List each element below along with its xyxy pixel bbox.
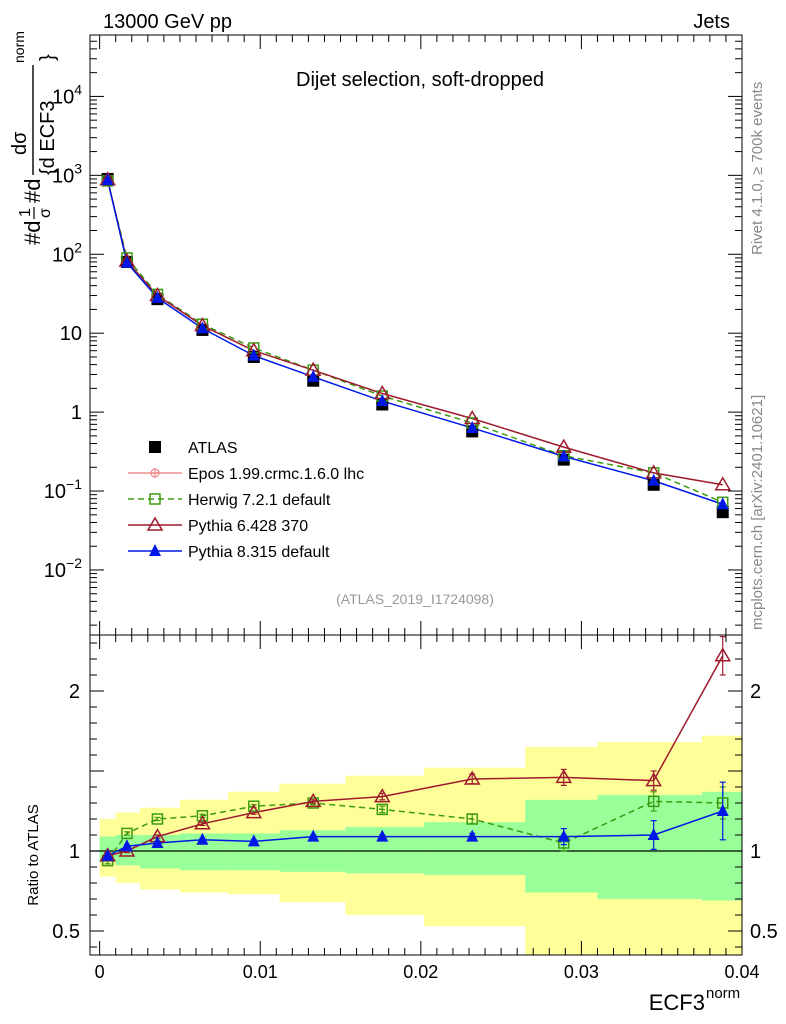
legend-label-pythia8: Pythia 8.315 default	[188, 544, 330, 561]
header-left: 13000 GeV pp	[103, 11, 232, 33]
point-pythia8	[151, 290, 164, 303]
ratio-point-pythia8	[307, 829, 320, 842]
band-green	[597, 795, 702, 899]
x-tick-label: 0	[95, 962, 105, 982]
chart-title: Dijet selection, soft-dropped	[296, 69, 544, 91]
ratio-point-pythia8	[466, 829, 479, 842]
point-pythia6	[714, 476, 732, 491]
ratio-y-tick-label-right: 0.5	[750, 921, 778, 943]
xlabel: ECF3	[649, 990, 705, 1015]
ratio-y-tick-label: 1	[69, 841, 80, 863]
mcplots-label: mcplots.cern.ch [arXiv:2401.10621]	[749, 395, 766, 630]
legend-marker-epos	[150, 468, 160, 478]
ratio-point-pythia6	[245, 804, 263, 819]
xlabel-sup: norm	[706, 985, 740, 1002]
ylabel-sigma: σ	[37, 208, 54, 218]
main-markers	[99, 171, 732, 519]
legend-marker-pythia8	[149, 544, 161, 556]
legend-marker-herwig	[149, 493, 161, 505]
ratio-panel: 0 0.01 0.02 0.03 0.04 0.5 0.5 1 1 2 2 Ratio to ATL…	[25, 634, 778, 982]
ratio-point-herwig	[376, 803, 389, 816]
ratio-y-tick-label: 0.5	[52, 921, 80, 943]
analysis-id: (ATLAS_2019_I1724098)	[336, 591, 494, 607]
ratio-point-herwig	[121, 827, 133, 840]
main-panel: 10−2 10−1 1 10 102 103 104 Dijet selection, so…	[44, 34, 743, 636]
legend-marker-atlas	[149, 441, 161, 453]
x-tick-label: 0.04	[724, 962, 759, 982]
ratio-point-pythia6	[463, 770, 481, 785]
y-tick-label: 10	[60, 323, 82, 345]
point-pythia8	[557, 449, 570, 462]
main-ticks: 10−2 10−1 1 10 102 103 104	[44, 34, 743, 635]
ratio-point-herwig	[196, 810, 209, 822]
legend-marker-pythia6	[146, 516, 164, 531]
y-tick-label: 10−1	[44, 476, 82, 503]
ratio-bands	[90, 735, 742, 955]
y-tick-label: 1	[71, 402, 82, 424]
ratio-point-pythia8	[647, 828, 660, 840]
point-pythia8	[307, 369, 320, 382]
x-tick-label: 0.01	[243, 962, 278, 982]
point-pythia8	[647, 473, 660, 486]
point-pythia8	[101, 173, 114, 186]
point-pythia8	[466, 420, 479, 433]
ratio-point-pythia8	[120, 839, 133, 852]
ratio-point-pythia8	[716, 804, 729, 816]
y-tick-label: 102	[52, 239, 82, 266]
ratio-point-pythia6	[645, 772, 662, 787]
legend-label-pythia6: Pythia 6.428 370	[188, 518, 308, 535]
ratio-frame	[89, 634, 743, 956]
ylabel-d2: #d	[20, 179, 45, 203]
ratio-ticks: 0 0.01 0.02 0.03 0.04 0.5 0.5 1 1 2 2	[52, 635, 778, 982]
legend-label-herwig: Herwig 7.2.1 default	[188, 492, 331, 509]
ratio-markers	[99, 647, 732, 867]
ylabel-d1: #d	[20, 221, 45, 245]
ratio-point-pythia8	[557, 829, 570, 842]
point-pythia8	[376, 394, 389, 407]
legend: ATLAS Epos 1.99.crmc.1.6.0 lhc Herwig 7.2.…	[128, 440, 364, 561]
ratio-point-pythia8	[376, 829, 389, 842]
ratio-point-pythia8	[196, 832, 209, 845]
x-tick-label: 0.02	[403, 962, 438, 982]
rivet-label: Rivet 4.1.0, ≥ 700k events	[749, 82, 766, 255]
band-green	[525, 799, 598, 893]
ratio-point-pythia6	[555, 768, 573, 784]
ratio-point-herwig	[248, 800, 260, 812]
ratio-point-pythia8	[151, 836, 164, 848]
ratio-point-herwig	[466, 813, 478, 825]
ratio-point-herwig	[647, 795, 660, 808]
ylabel-ecf3: {d ECF3	[37, 101, 59, 175]
y-tick-label: 103	[52, 160, 82, 187]
x-tick-label: 0.03	[564, 962, 599, 982]
ylabel-brace: }	[37, 54, 59, 61]
band-green	[139, 835, 180, 869]
ratio-point-pythia8	[101, 848, 114, 861]
ratio-y-tick-label: 2	[69, 681, 80, 703]
ylabel-one: 1	[17, 208, 34, 217]
band-green	[345, 827, 425, 874]
legend-label-epos: Epos 1.99.crmc.1.6.0 lhc	[188, 466, 364, 483]
point-pythia8	[247, 348, 260, 361]
ratio-point-pythia6	[714, 647, 732, 662]
y-tick-label: 10−2	[44, 555, 82, 582]
ratio-point-pythia6	[194, 815, 211, 830]
ratio-ylabel: Ratio to ATLAS	[25, 804, 42, 905]
ratio-point-pythia6	[304, 792, 322, 808]
point-pythia8	[120, 255, 133, 268]
ratio-point-herwig	[151, 813, 164, 825]
band-green	[424, 822, 526, 875]
ratio-point-pythia6	[373, 788, 391, 803]
main-ylabel: #d 1 σ #d dσ {d ECF3 norm }	[9, 31, 59, 245]
y-tick-label: 104	[52, 81, 82, 108]
ylabel-dsigma: dσ	[9, 131, 31, 155]
ratio-point-pythia8	[247, 834, 260, 847]
ratio-y-tick-label-right: 2	[750, 681, 761, 703]
point-pythia8	[196, 321, 209, 334]
ylabel-norm: norm	[11, 31, 27, 63]
ratio-y-tick-label-right: 1	[750, 841, 761, 863]
legend-label-atlas: ATLAS	[188, 440, 238, 457]
point-pythia8	[716, 497, 729, 510]
header-right: Jets	[693, 11, 730, 33]
